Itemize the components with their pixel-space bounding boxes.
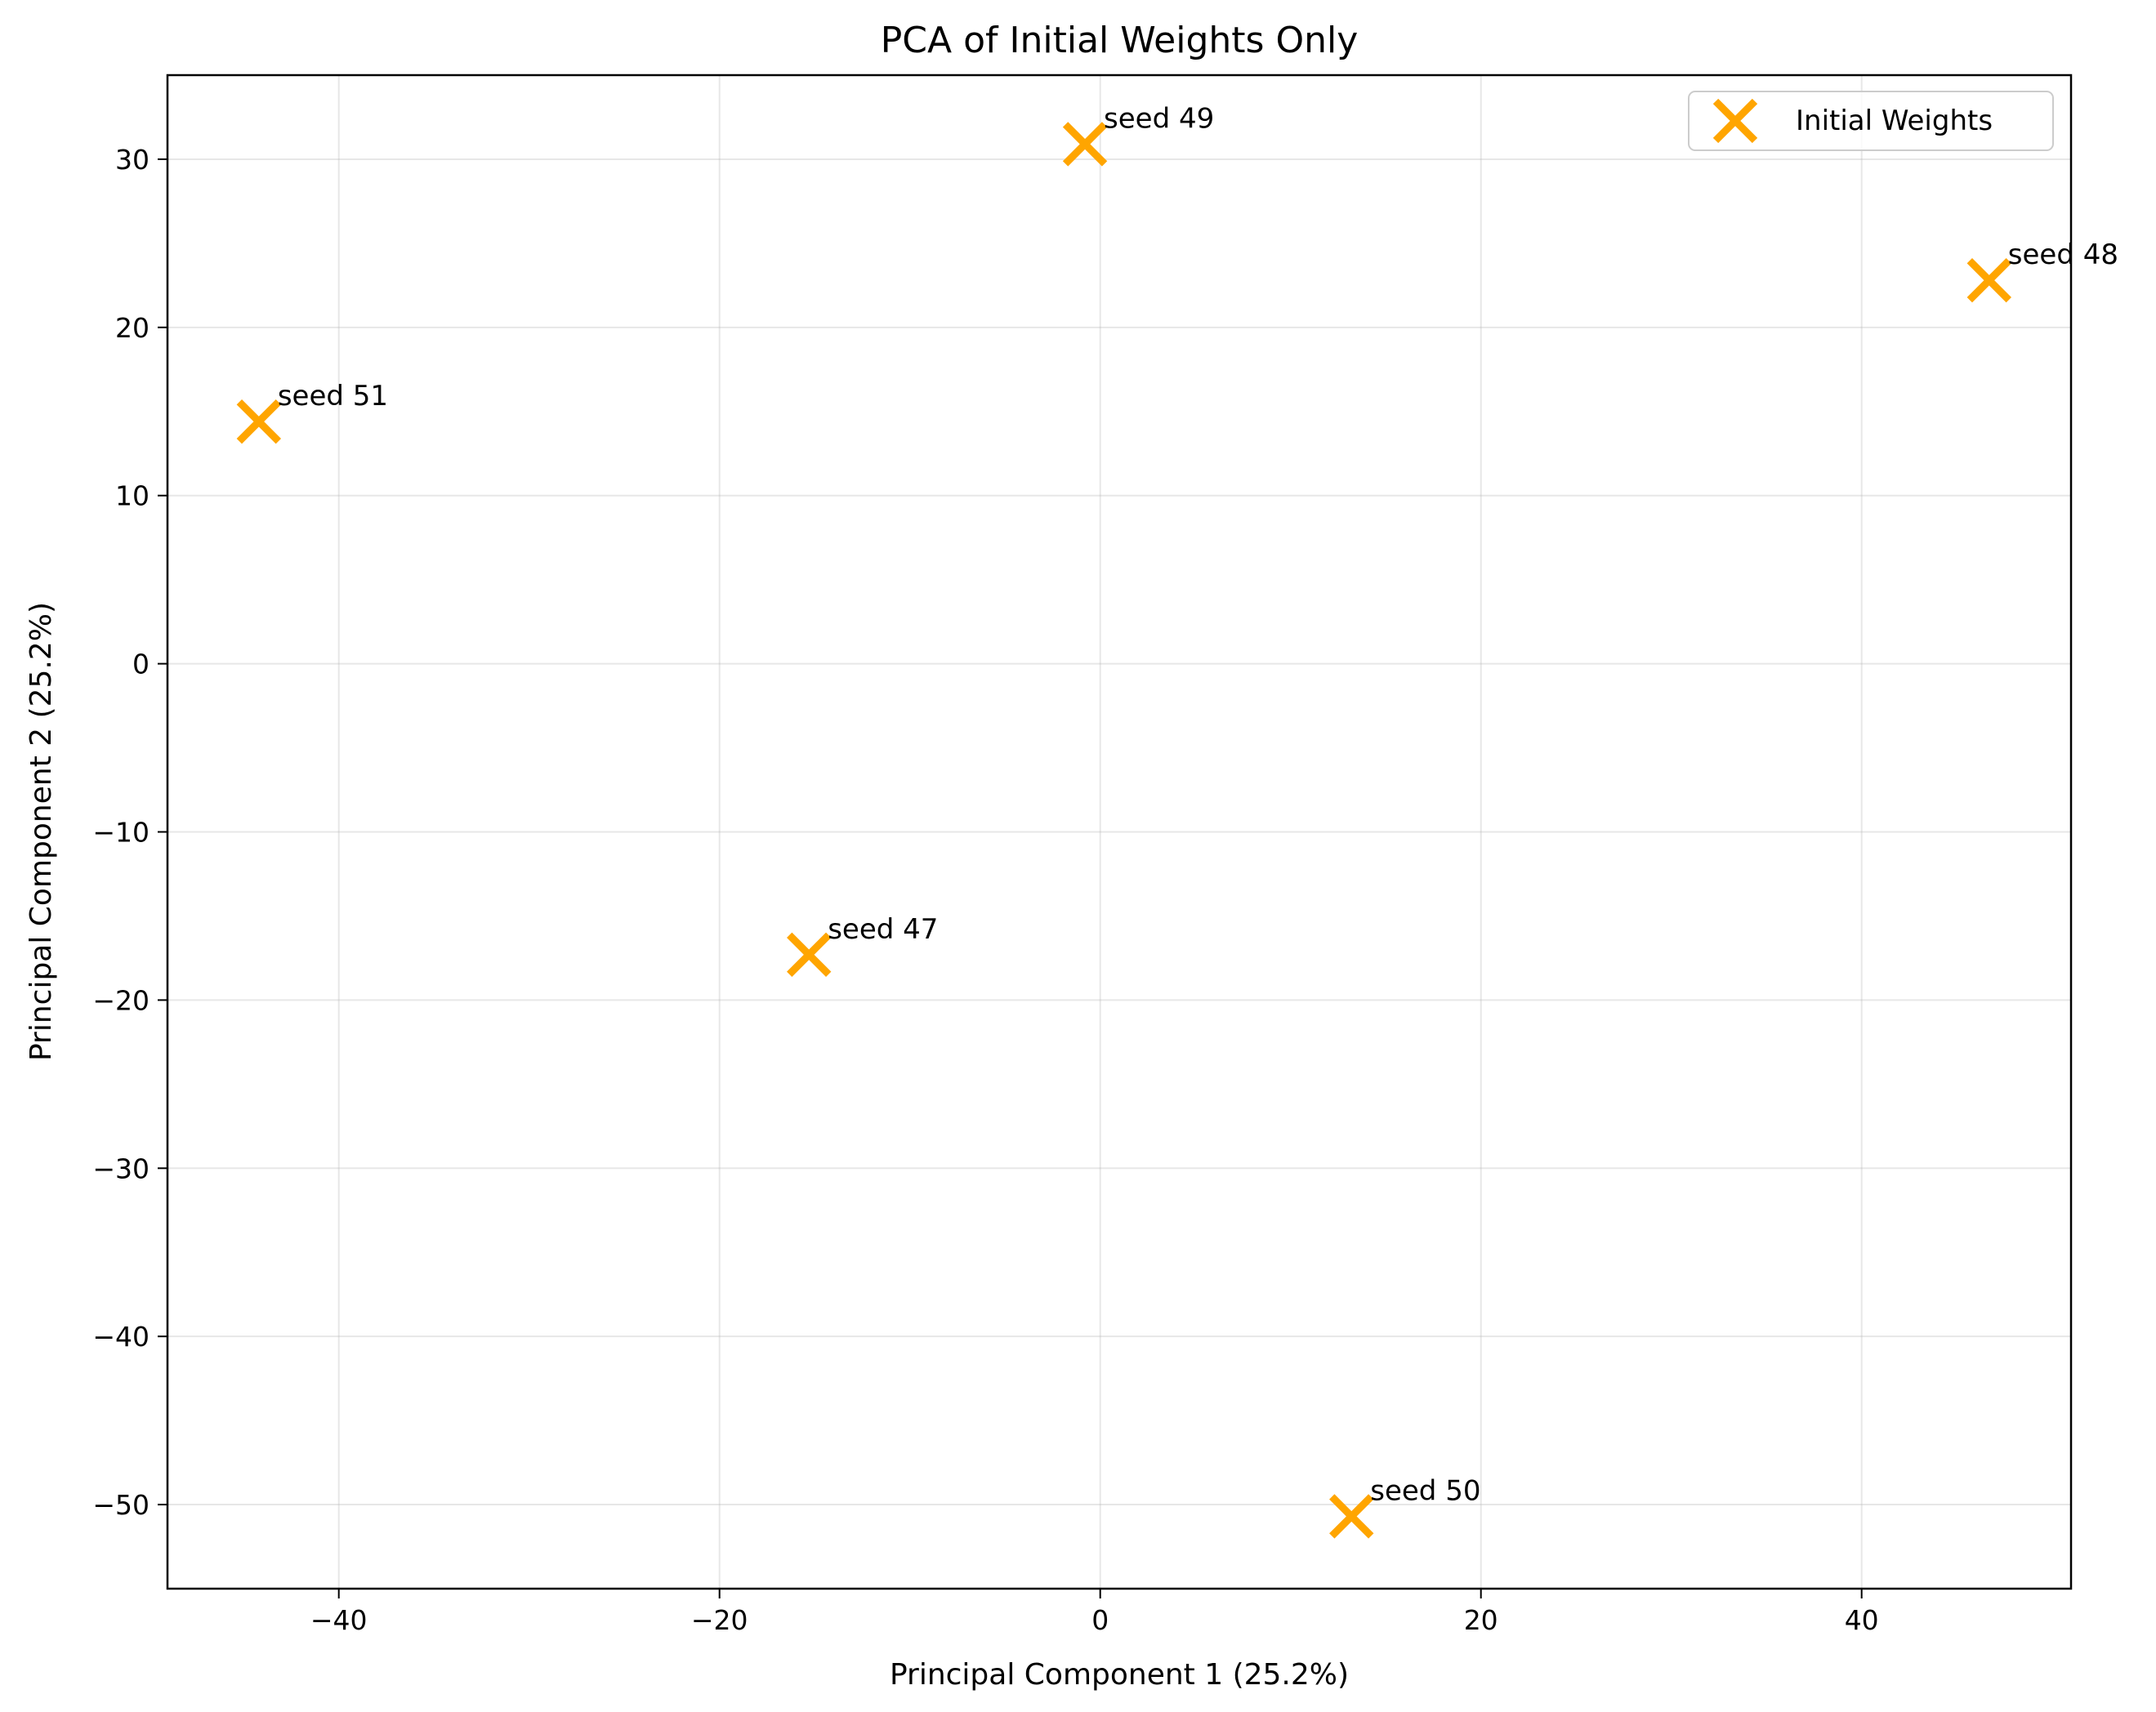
x-tick-label: 0 bbox=[1091, 1604, 1109, 1636]
legend-entry-label: Initial Weights bbox=[1796, 105, 1993, 137]
data-point-x-marker bbox=[787, 932, 832, 977]
x-tick-label: −20 bbox=[691, 1604, 748, 1636]
y-axis-label: Principal Component 2 (25.2%) bbox=[25, 602, 58, 1061]
data-point-x-marker bbox=[1062, 122, 1108, 167]
y-tick-label: −10 bbox=[92, 817, 150, 849]
y-tick-label: −40 bbox=[92, 1321, 150, 1353]
chart-title: PCA of Initial Weights Only bbox=[881, 20, 1358, 61]
grid bbox=[167, 75, 2071, 1589]
y-tick-label: −30 bbox=[92, 1152, 150, 1184]
x-tick-label: 20 bbox=[1464, 1604, 1498, 1636]
data-point-x-marker bbox=[1966, 258, 2011, 303]
ticks: −40 −20 0 20 40 −50 −40 −30 −20 −10 0 10 20 30 bbox=[92, 144, 1878, 1636]
y-tick-label: 20 bbox=[115, 312, 150, 344]
marker-stroke bbox=[787, 932, 832, 977]
legend: Initial Weights bbox=[1688, 91, 2054, 151]
marker-stroke bbox=[1966, 258, 2011, 303]
plot-frame bbox=[166, 74, 2073, 1590]
data-point-label: seed 47 bbox=[828, 913, 938, 946]
legend-marker-stroke bbox=[1712, 98, 1758, 144]
data-point-label: seed 48 bbox=[2008, 239, 2118, 271]
x-tick-label: 40 bbox=[1845, 1604, 1879, 1636]
y-tick-label: 0 bbox=[132, 649, 150, 680]
y-tick-label: −50 bbox=[92, 1489, 150, 1521]
y-tick-label: 10 bbox=[115, 480, 150, 512]
data-point-x-marker bbox=[236, 399, 282, 444]
legend-box bbox=[1688, 91, 2054, 151]
marker-stroke bbox=[1329, 1494, 1374, 1539]
x-axis-label: Principal Component 1 (25.2%) bbox=[890, 1658, 1349, 1692]
y-tick-label: 30 bbox=[115, 144, 150, 176]
data-points: seed 47 seed 48 seed 49 seed 50 seed 51 bbox=[236, 102, 2118, 1539]
x-tick-label: −40 bbox=[310, 1604, 368, 1636]
y-tick-label: −20 bbox=[92, 984, 150, 1016]
marker-stroke bbox=[236, 399, 282, 444]
data-point-label: seed 49 bbox=[1104, 102, 1214, 135]
marker-stroke bbox=[1062, 122, 1108, 167]
data-point-x-marker bbox=[1329, 1494, 1374, 1539]
data-point-label: seed 50 bbox=[1370, 1474, 1480, 1507]
data-point-label: seed 51 bbox=[278, 380, 388, 412]
legend-marker-x-icon bbox=[1712, 98, 1758, 144]
